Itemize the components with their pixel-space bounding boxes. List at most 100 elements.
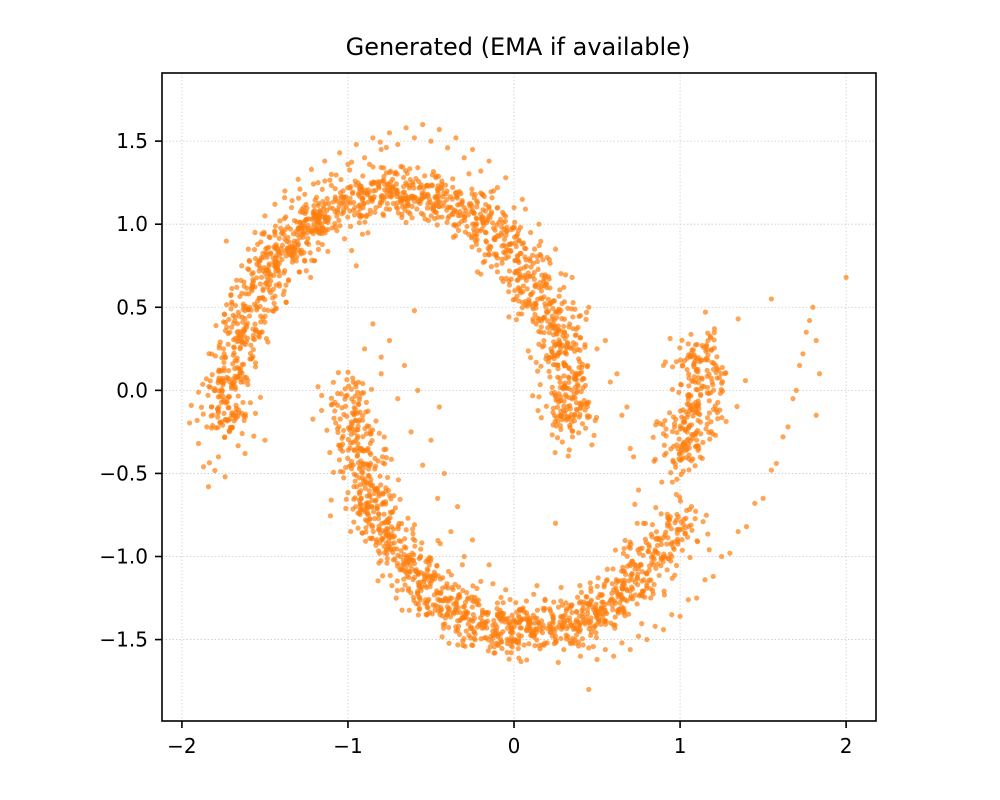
scatter-point xyxy=(644,636,650,643)
scatter-point xyxy=(349,410,356,416)
scatter-point xyxy=(535,368,541,374)
scatter-point xyxy=(312,216,318,222)
scatter-point xyxy=(693,508,699,514)
scatter-point xyxy=(358,495,364,501)
scatter-point xyxy=(529,303,536,309)
scatter-point xyxy=(356,220,362,226)
scatter-point xyxy=(649,534,655,540)
scatter-point xyxy=(675,446,681,452)
scatter-point xyxy=(515,285,521,291)
scatter-point xyxy=(367,460,374,466)
scatter-point xyxy=(319,241,325,248)
scatter-point xyxy=(369,198,375,204)
scatter-point xyxy=(315,246,322,252)
scatter-point xyxy=(453,600,459,606)
scatter-point xyxy=(405,194,411,200)
scatter-point xyxy=(272,293,278,299)
scatter-point xyxy=(526,619,532,625)
scatter-point xyxy=(394,578,400,584)
scatter-point xyxy=(698,357,704,363)
scatter-point xyxy=(685,597,691,603)
scatter-point xyxy=(528,264,534,270)
scatter-point xyxy=(573,609,580,615)
scatter-point xyxy=(436,404,442,410)
scatter-point xyxy=(660,362,667,369)
scatter-point xyxy=(576,364,582,370)
scatter-point xyxy=(536,642,542,649)
scatter-point xyxy=(367,428,373,434)
scatter-point xyxy=(217,419,223,425)
scatter-point xyxy=(302,191,308,197)
scatter-point xyxy=(487,644,493,650)
scatter-point xyxy=(492,621,498,627)
scatter-point xyxy=(504,636,510,643)
scatter-point xyxy=(222,377,229,383)
scatter-point xyxy=(357,394,363,400)
scatter-point xyxy=(584,400,590,407)
scatter-point xyxy=(506,278,512,284)
scatter-point xyxy=(383,533,389,539)
scatter-point xyxy=(561,646,567,653)
scatter-point xyxy=(281,216,287,222)
scatter-point xyxy=(532,311,538,318)
scatter-point xyxy=(664,541,670,547)
scatter-point xyxy=(594,583,600,589)
scatter-point xyxy=(272,223,278,229)
scatter-point xyxy=(674,527,680,533)
scatter-point xyxy=(220,346,227,352)
scatter-point xyxy=(356,466,362,472)
scatter-point xyxy=(262,319,268,325)
scatter-point xyxy=(406,585,412,591)
scatter-point xyxy=(359,475,366,481)
scatter-point xyxy=(486,252,492,258)
scatter-point xyxy=(669,386,676,393)
scatter-point xyxy=(535,266,541,272)
scatter-point xyxy=(327,177,333,183)
scatter-point xyxy=(594,656,600,663)
scatter-point xyxy=(698,431,704,437)
scatter-point xyxy=(702,357,708,363)
scatter-point xyxy=(242,411,248,417)
scatter-point xyxy=(695,379,701,386)
scatter-point xyxy=(651,581,657,588)
scatter-point xyxy=(658,511,664,517)
scatter-point xyxy=(653,565,659,571)
scatter-point xyxy=(301,249,307,256)
scatter-point xyxy=(497,616,503,622)
scatter-point xyxy=(393,595,399,601)
scatter-point xyxy=(620,550,627,557)
scatter-point xyxy=(627,545,633,551)
scatter-point xyxy=(406,574,412,580)
scatter-point xyxy=(655,561,661,567)
scatter-point xyxy=(504,649,510,656)
scatter-point xyxy=(416,582,422,588)
scatter-point xyxy=(424,205,431,211)
scatter-point xyxy=(553,639,559,646)
scatter-point xyxy=(561,407,567,413)
scatter-point xyxy=(365,230,371,236)
scatter-point xyxy=(780,434,786,440)
scatter-point xyxy=(531,246,538,252)
scatter-point xyxy=(194,417,200,423)
scatter-point xyxy=(627,588,633,594)
scatter-point xyxy=(582,621,588,627)
scatter-point xyxy=(797,362,803,369)
scatter-point xyxy=(528,291,534,298)
scatter-point xyxy=(499,260,505,266)
scatter-point xyxy=(319,225,326,231)
scatter-point xyxy=(347,167,353,173)
scatter-point xyxy=(352,178,358,184)
scatter-point xyxy=(610,566,616,572)
scatter-point xyxy=(428,437,434,443)
scatter-point xyxy=(544,254,550,261)
scatter-point xyxy=(679,547,685,553)
scatter-point xyxy=(395,210,401,216)
scatter-point xyxy=(596,617,603,624)
scatter-point xyxy=(402,207,408,213)
scatter-point xyxy=(359,413,366,419)
scatter-point xyxy=(703,512,709,518)
scatter-point xyxy=(492,227,498,233)
scatter-point xyxy=(602,337,608,344)
scatter-point xyxy=(331,415,337,421)
scatter-point xyxy=(418,546,424,552)
